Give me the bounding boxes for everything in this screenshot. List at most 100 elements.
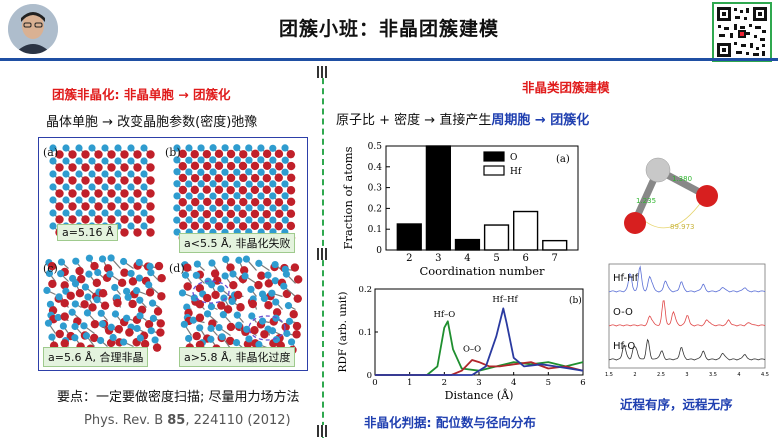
oxygen-atom bbox=[75, 289, 85, 298]
hf-atom bbox=[209, 180, 217, 188]
hf-atom bbox=[178, 289, 187, 297]
hf-atom bbox=[233, 216, 241, 224]
oxygen-atom bbox=[94, 189, 103, 198]
oxygen-atom bbox=[239, 197, 248, 207]
hf-atom bbox=[280, 282, 288, 290]
hf-atom bbox=[75, 183, 83, 191]
right-subtitle-part1: 原子比 + 密度 → 直接产生 bbox=[336, 113, 492, 128]
x-tick-label: 1 bbox=[407, 378, 412, 388]
hf-atom bbox=[185, 334, 193, 343]
oxygen-atom bbox=[120, 150, 129, 159]
oxygen-atom bbox=[146, 189, 155, 198]
hf-atom bbox=[83, 309, 92, 317]
hf-atom bbox=[62, 157, 70, 165]
oxygen-atom bbox=[293, 275, 303, 284]
y-axis-label: RDF (arb. unit) bbox=[337, 292, 349, 373]
oxygen-atom bbox=[250, 197, 260, 207]
oxygen-atom bbox=[133, 215, 142, 224]
oxygen-atom bbox=[178, 149, 187, 159]
oxygen-atom bbox=[157, 273, 166, 283]
hf-atom bbox=[71, 300, 79, 308]
oxygen-atom bbox=[81, 176, 90, 185]
oxygen-atom bbox=[257, 271, 266, 280]
oxygen-atom bbox=[203, 197, 212, 207]
hf-atom bbox=[221, 168, 229, 176]
hf-atom bbox=[281, 216, 289, 224]
oxygen-atom bbox=[214, 185, 224, 194]
hf-atom bbox=[136, 334, 144, 342]
oxygen-atom bbox=[94, 202, 103, 211]
y-tick-label: 0.1 bbox=[368, 225, 382, 235]
series-annotation: Hf–Hf bbox=[492, 295, 518, 305]
oxygen-atom bbox=[120, 202, 129, 211]
hf-atom bbox=[233, 168, 241, 176]
amorphous-structure-c bbox=[43, 254, 166, 353]
oxygen-atom bbox=[88, 303, 97, 312]
oxygen-atom bbox=[202, 221, 212, 231]
oxygen-atom bbox=[264, 300, 273, 310]
oxygen-atom bbox=[133, 228, 142, 237]
oxygen-atom bbox=[94, 215, 103, 224]
hf-atom bbox=[127, 144, 135, 152]
oxygen-atom bbox=[214, 161, 224, 170]
x-tick-label: 5 bbox=[493, 253, 499, 264]
y-tick-label: 0.5 bbox=[368, 142, 383, 152]
y-tick-label: 0.3 bbox=[368, 184, 383, 194]
bond-length-label: 1.380 bbox=[672, 175, 692, 183]
oxygen-atom bbox=[152, 343, 162, 352]
hf-atom bbox=[181, 271, 190, 279]
hf-atom bbox=[196, 324, 204, 332]
hf-atom bbox=[55, 293, 63, 301]
oxygen-atom bbox=[113, 298, 122, 308]
hf-atom bbox=[228, 297, 236, 306]
hf-atom bbox=[101, 209, 109, 217]
arrow-icon: → bbox=[178, 87, 189, 102]
series-label: Hf-Hf bbox=[613, 273, 639, 284]
hf-atom bbox=[71, 334, 79, 342]
hf-atom bbox=[135, 258, 143, 267]
hf-atom bbox=[221, 216, 229, 224]
series-label: O-O bbox=[613, 307, 633, 318]
hf-atom bbox=[255, 259, 263, 267]
hf-atom bbox=[245, 168, 253, 176]
hf-atom bbox=[62, 170, 70, 178]
hf-atom bbox=[281, 156, 289, 164]
void-highlight bbox=[192, 280, 230, 304]
hf-atom bbox=[282, 270, 291, 278]
oxygen-atom bbox=[286, 186, 296, 195]
header-bar bbox=[0, 0, 778, 58]
hf-atom bbox=[193, 260, 201, 268]
panel-tag: (b) bbox=[569, 295, 582, 306]
hf-atom bbox=[135, 274, 144, 282]
hf-atom bbox=[173, 168, 181, 176]
oxygen-atom bbox=[120, 215, 129, 224]
hf-atom bbox=[185, 168, 193, 176]
bar-o bbox=[396, 223, 422, 251]
oxygen-atom bbox=[107, 189, 116, 198]
hf-atom bbox=[101, 196, 109, 204]
hf-atom bbox=[217, 285, 225, 293]
hf-atom bbox=[111, 310, 120, 318]
key-note: 要点：一定要做密度扫描; 尽量用力场方法 bbox=[57, 390, 300, 405]
hf-atom bbox=[75, 209, 83, 217]
bond-angle-label: 89.973 bbox=[670, 223, 695, 231]
hf-atom bbox=[221, 272, 229, 280]
oxygen-atom bbox=[60, 281, 69, 290]
x-tick-label: 2 bbox=[406, 253, 412, 264]
oxygen-atom bbox=[190, 209, 199, 219]
legend-swatch bbox=[483, 151, 505, 162]
oxygen-atom bbox=[250, 209, 260, 219]
hf-atom bbox=[57, 258, 66, 266]
hf-atom bbox=[93, 296, 101, 304]
oxygen-atom bbox=[178, 185, 188, 195]
hf-atom bbox=[197, 180, 205, 188]
hf-atom bbox=[147, 327, 155, 335]
hf-atom bbox=[185, 144, 193, 152]
hf-atom bbox=[203, 310, 212, 318]
left-subtitle: 晶体单胞 → 改变晶胞参数(密度)弛豫 bbox=[46, 115, 258, 130]
hf-atom bbox=[242, 255, 251, 263]
x-tick-label: 5 bbox=[546, 378, 551, 388]
hf-atom bbox=[133, 287, 141, 295]
oxygen-atom bbox=[214, 174, 223, 183]
oxygen-atom bbox=[233, 290, 243, 300]
